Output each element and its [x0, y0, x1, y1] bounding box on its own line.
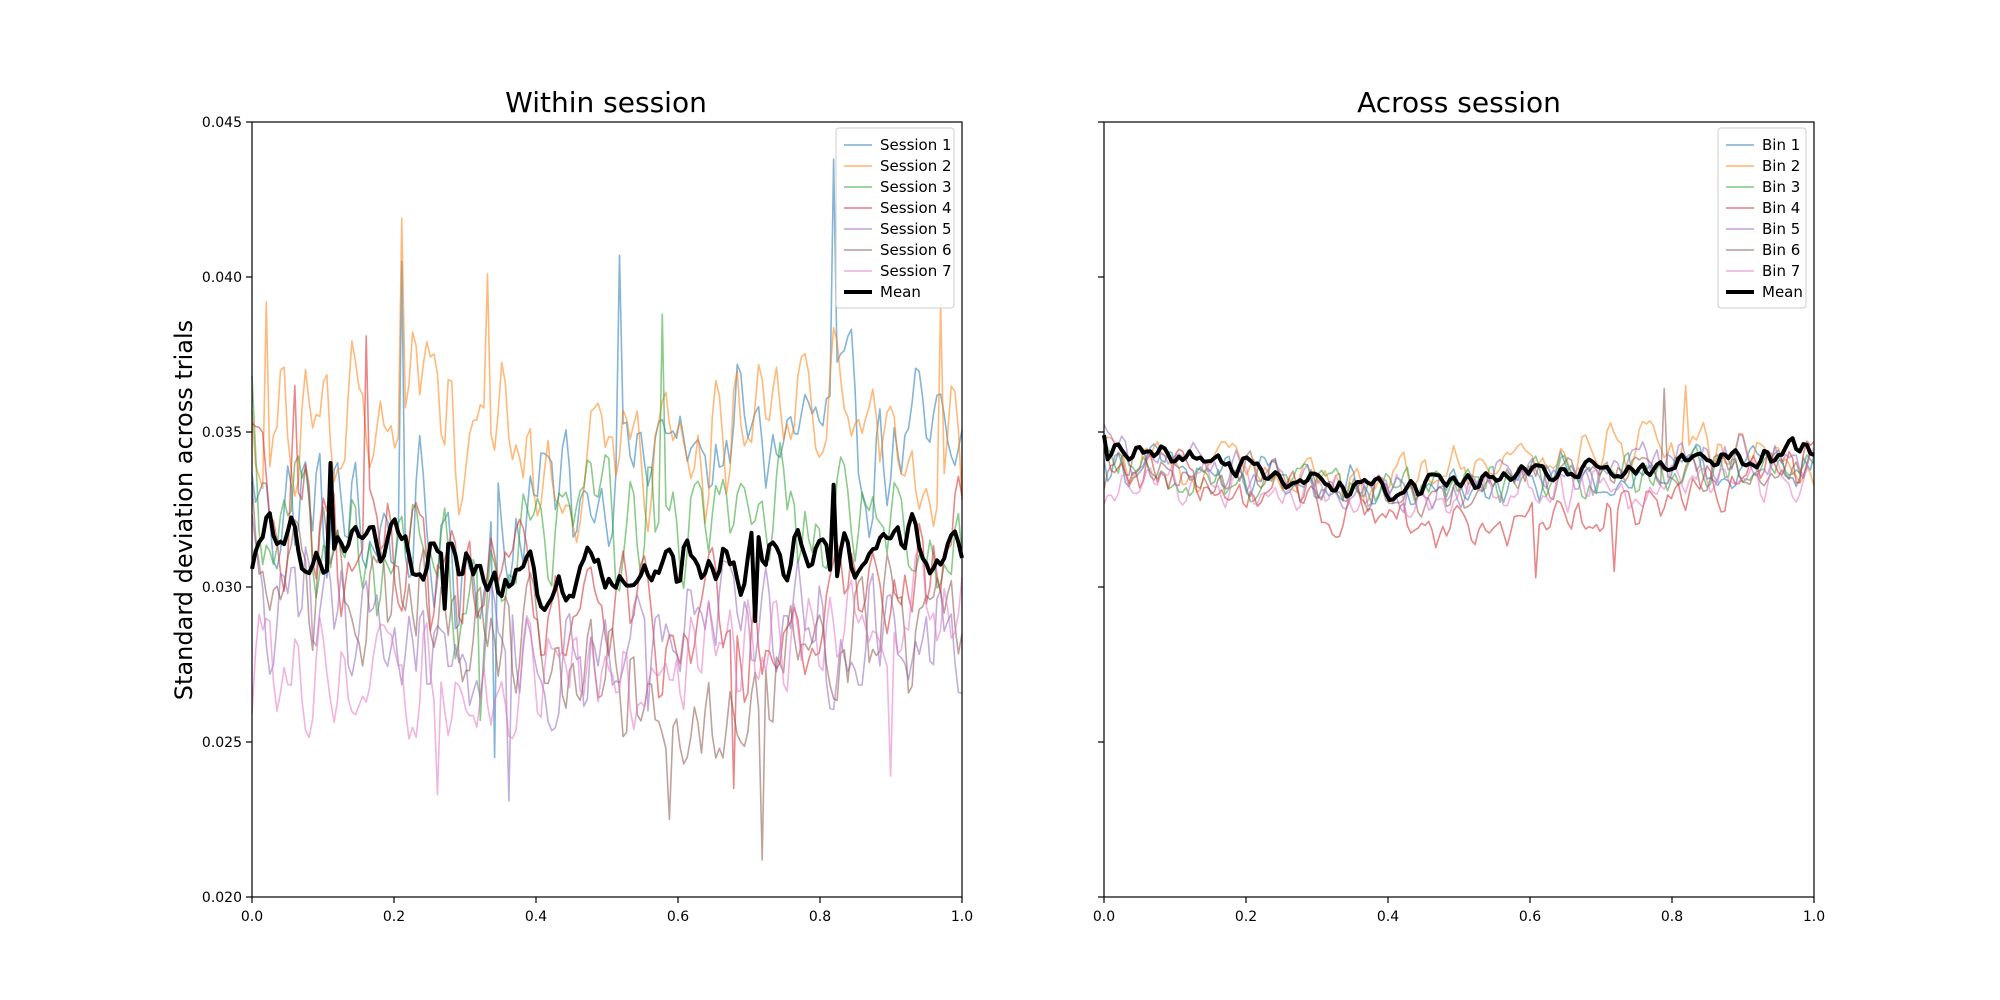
x-tick-label: 1.0: [1803, 909, 1825, 925]
legend-label: Session 3: [880, 178, 952, 196]
series-lines: [1102, 384, 1815, 579]
legend-label: Session 1: [880, 136, 952, 154]
x-tick-label: 0.4: [1377, 909, 1399, 925]
legend-label: Bin 6: [1762, 241, 1800, 259]
legend-label: Bin 3: [1762, 178, 1800, 196]
y-axis: [1098, 121, 1104, 898]
legend-label: Bin 4: [1762, 199, 1800, 217]
x-tick-label: 0.4: [525, 909, 547, 925]
y-axis-label: Standard deviation across trials: [170, 320, 198, 700]
series-line-mean: [250, 461, 964, 624]
x-axis: 0.0 0.2 0.4 0.6 0.8 1.0: [1093, 897, 1825, 925]
y-tick-label: 0.040: [202, 270, 242, 286]
across-session-panel: Across session 0.0 0.2 0.4 0.6 0.8 1.0 Bin 1B…: [1093, 86, 1825, 925]
legend-label: Session 5: [880, 220, 952, 238]
chart-title: Within session: [505, 86, 707, 119]
series-line-session-5: [251, 514, 963, 802]
legend-label: Session 2: [880, 157, 952, 175]
x-tick-label: 0.6: [667, 909, 689, 925]
series-line-bin-2: [1103, 384, 1815, 505]
x-tick-label: 0.8: [809, 909, 831, 925]
legend-label: Bin 1: [1762, 136, 1800, 154]
plot-area: [251, 121, 963, 898]
legend-label: Session 7: [880, 262, 952, 280]
legend-label: Bin 7: [1762, 262, 1800, 280]
y-tick-label: 0.020: [202, 890, 242, 906]
series-line-mean: [1102, 434, 1815, 502]
series-line-bin-5: [1103, 423, 1815, 514]
legend-label: Mean: [1762, 283, 1803, 301]
series-line-session-7: [251, 548, 963, 796]
x-tick-label: 1.0: [951, 909, 973, 925]
y-tick-label: 0.030: [202, 580, 242, 596]
x-axis: 0.0 0.2 0.4 0.6 0.8 1.0: [241, 897, 973, 925]
legend-box: [1717, 127, 1807, 309]
legend-label: Session 6: [880, 241, 952, 259]
x-tick-label: 0.2: [1235, 909, 1257, 925]
series-line-session-3: [251, 313, 963, 722]
series-line-session-6: [251, 481, 963, 861]
legend-label: Mean: [880, 283, 921, 301]
within-session-panel: Within session Standard deviation across…: [170, 86, 973, 925]
legend-label: Bin 2: [1762, 157, 1800, 175]
chart-title: Across session: [1357, 86, 1561, 119]
legend-label: Bin 5: [1762, 220, 1800, 238]
legend-label: Session 4: [880, 199, 952, 217]
x-tick-label: 0.8: [1661, 909, 1683, 925]
legend-box: [835, 127, 955, 309]
series-lines: [250, 158, 964, 861]
series-line-session-1: [251, 158, 963, 759]
x-tick-label: 0.6: [1519, 909, 1541, 925]
legend: Session 1 Session 2 Session 3 Session 4 Sess…: [835, 127, 955, 309]
y-tick-label: 0.035: [202, 425, 242, 441]
legend: Bin 1 Bin 2 Bin 3 Bin 4 Bin 5 Bin 6 Bin 7 Mean: [1717, 127, 1807, 309]
series-line-bin-7: [1103, 447, 1815, 518]
y-tick-label: 0.025: [202, 735, 242, 751]
x-tick-label: 0.2: [383, 909, 405, 925]
y-axis: 0.020 0.025 0.030 0.035 0.040 0.045: [202, 115, 252, 906]
series-line-bin-4: [1103, 438, 1815, 579]
x-tick-label: 0.0: [241, 909, 263, 925]
y-tick-label: 0.045: [202, 115, 242, 131]
series-line-session-2: [251, 217, 963, 543]
x-tick-label: 0.0: [1093, 909, 1115, 925]
plot-area: [1103, 121, 1815, 898]
